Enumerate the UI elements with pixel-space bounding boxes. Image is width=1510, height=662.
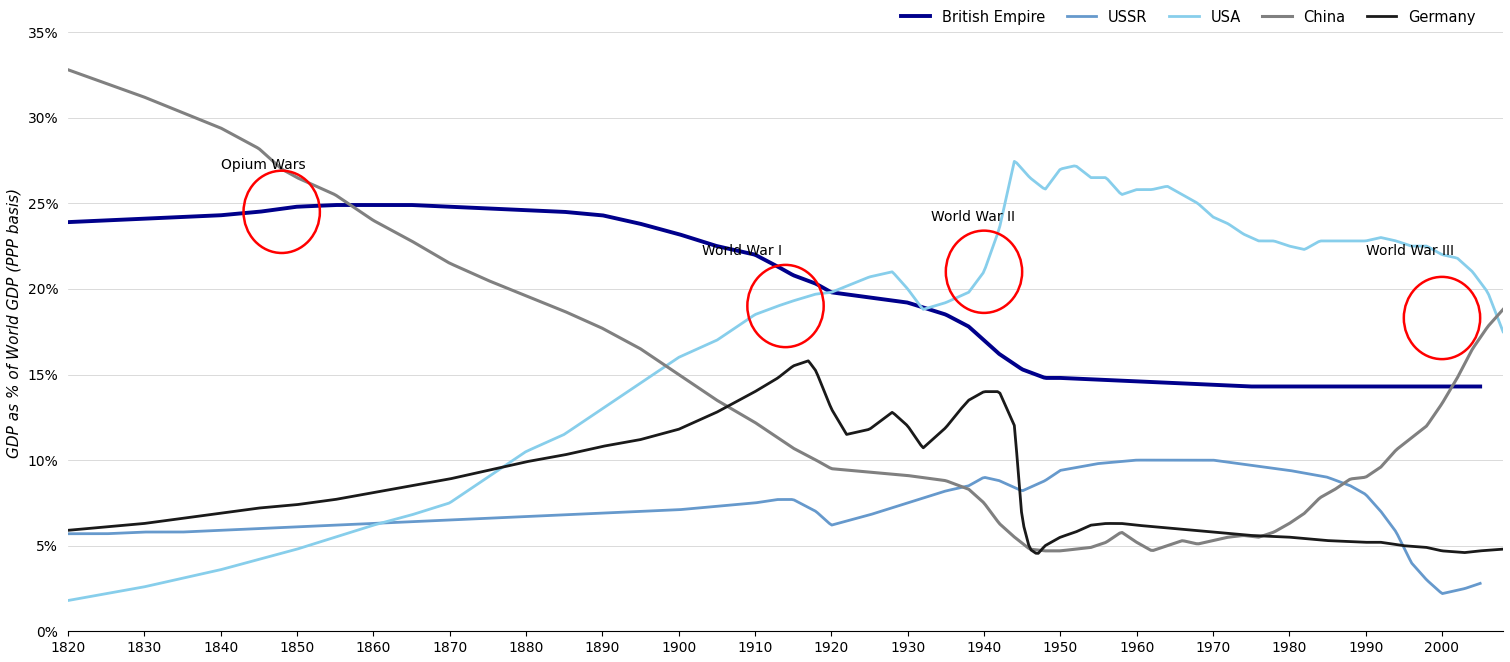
Text: World War II: World War II (930, 210, 1015, 224)
Text: World War I: World War I (702, 244, 782, 258)
Y-axis label: GDP as % of World GDP (PPP basis): GDP as % of World GDP (PPP basis) (8, 188, 23, 458)
Legend: British Empire, USSR, USA, China, Germany: British Empire, USSR, USA, China, German… (895, 4, 1481, 30)
Text: World War III: World War III (1365, 244, 1454, 258)
Text: Opium Wars: Opium Wars (220, 158, 305, 173)
